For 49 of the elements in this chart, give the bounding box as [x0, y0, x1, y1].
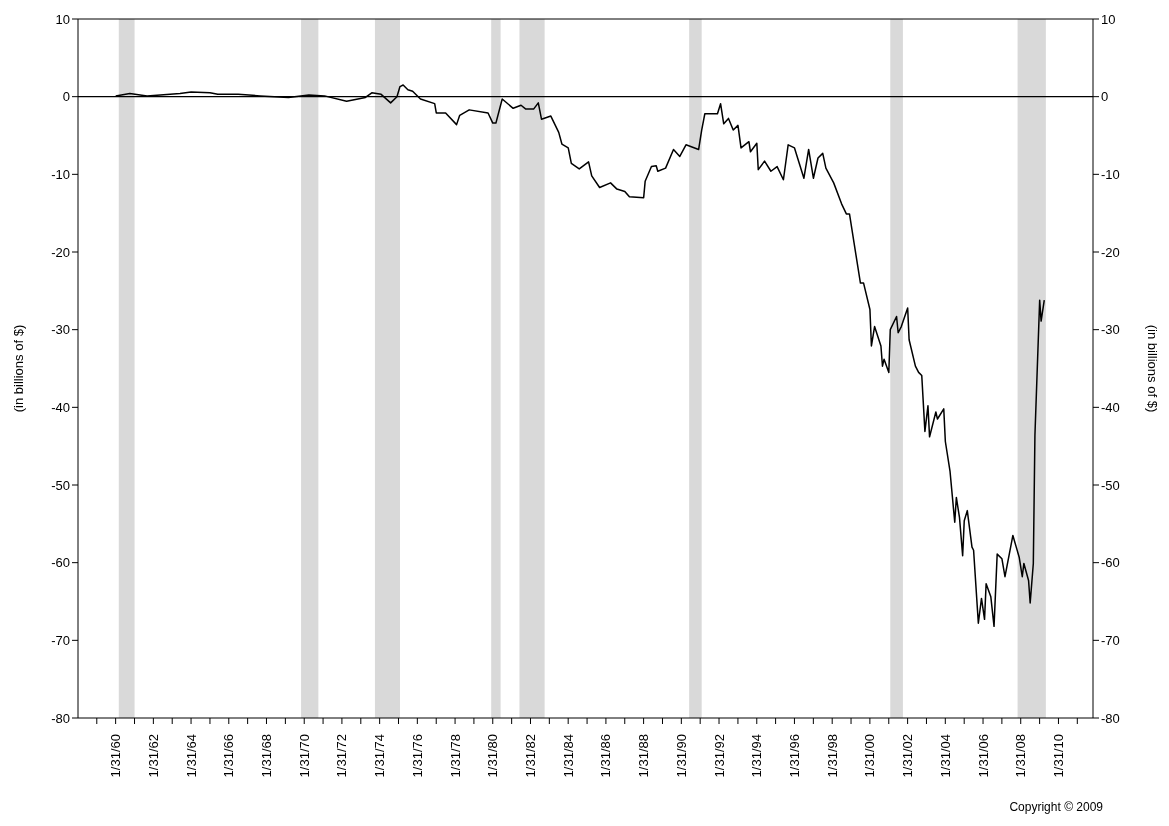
x-tick-label: 1/31/94	[749, 734, 765, 778]
x-tick-label: 1/31/92	[711, 734, 727, 778]
y-tick-label: -60	[51, 555, 70, 571]
y2-tick-label: -30	[1101, 322, 1120, 338]
x-tick-label: 1/31/76	[409, 734, 425, 778]
x-tick-label: 1/31/96	[786, 734, 802, 778]
y-tick-label: -80	[51, 710, 70, 726]
x-tick-label: 1/31/00	[862, 734, 878, 778]
x-tick-label: 1/31/64	[183, 734, 199, 778]
x-tick-label: 1/31/02	[900, 734, 916, 778]
x-tick-label: 1/31/82	[522, 734, 538, 778]
y-tick-label: -10	[51, 166, 70, 182]
text: Copyright © 2009	[1008, 800, 1104, 814]
x-tick-label: 1/31/84	[560, 734, 576, 778]
y2-tick-label: -60	[1101, 555, 1120, 571]
y-axis-title: (in billions of $)	[10, 324, 26, 413]
x-tick-label: 1/31/68	[258, 734, 274, 778]
y2-tick-label: -70	[1101, 632, 1120, 648]
y-tick-label: -70	[51, 632, 70, 648]
x-tick-label: 1/31/08	[1013, 734, 1029, 778]
x-tick-label: 1/31/06	[975, 734, 991, 778]
y-tick-label: -20	[51, 244, 70, 260]
y-tick-label: 0	[62, 89, 70, 105]
y-tick-label: 10	[55, 11, 70, 27]
x-tick-label: 1/31/66	[221, 734, 237, 778]
x-tick-label: 1/31/70	[296, 734, 312, 778]
x-tick-label: 1/31/90	[673, 734, 689, 778]
x-tick-label: 1/31/04	[937, 734, 953, 778]
y2-tick-label: -80	[1101, 710, 1120, 726]
y-tick-label: -50	[51, 477, 70, 493]
x-tick-label: 1/31/78	[447, 734, 463, 778]
y2-axis-title: (in billions of $)	[1145, 324, 1161, 413]
x-tick-label: 1/31/60	[108, 734, 124, 778]
y-tick-label: -40	[51, 399, 70, 415]
y2-tick-label: -40	[1101, 399, 1120, 415]
x-tick-label: 1/31/10	[1050, 734, 1066, 778]
x-tick-label: 1/31/86	[598, 734, 614, 778]
x-tick-label: 1/31/74	[372, 734, 388, 778]
x-tick-label: 1/31/72	[334, 734, 350, 778]
y2-tick-label: -20	[1101, 244, 1120, 260]
y2-tick-label: -50	[1101, 477, 1120, 493]
x-tick-label: 1/31/62	[145, 734, 161, 778]
y-tick-label: -30	[51, 322, 70, 338]
y2-tick-label: 10	[1101, 11, 1116, 27]
y2-tick-label: 0	[1101, 89, 1109, 105]
x-tick-label: 1/31/88	[636, 734, 652, 778]
x-tick-label: 1/31/98	[824, 734, 840, 778]
x-tick-label: 1/31/80	[485, 734, 501, 778]
y2-tick-label: -10	[1101, 166, 1120, 182]
